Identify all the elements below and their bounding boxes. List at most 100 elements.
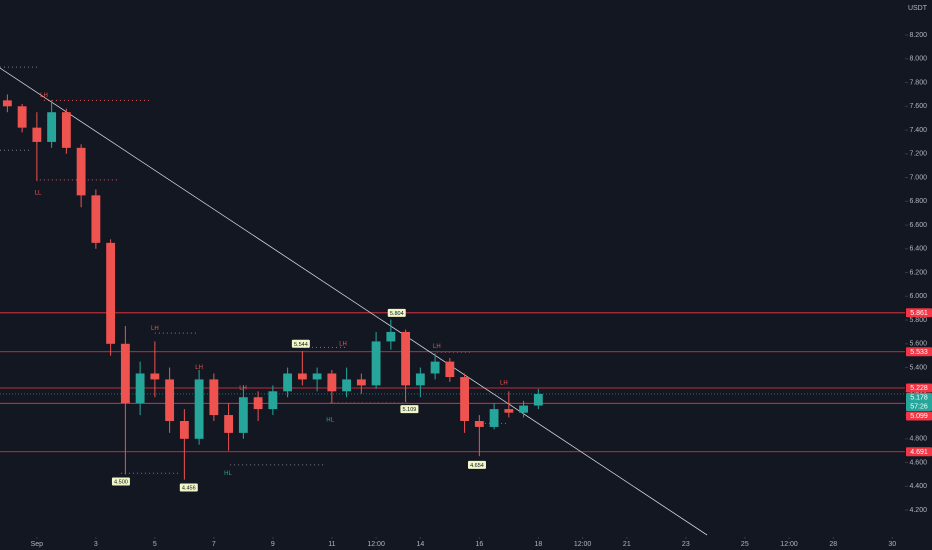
price-tag-box — [400, 405, 419, 414]
candle-body — [179, 420, 189, 439]
swing-label: LL — [35, 191, 42, 197]
axis-price-box — [906, 447, 932, 457]
candle-body — [415, 373, 425, 386]
y-tick-label: 6.000 — [909, 293, 927, 300]
y-tick-label: 7.200 — [909, 151, 927, 158]
y-tick-label: 6.600 — [909, 222, 927, 229]
candle-body — [371, 341, 381, 386]
candle-body — [474, 420, 484, 427]
swing-label: HL — [326, 417, 334, 423]
swing-label: LH — [500, 381, 508, 387]
y-tick-label: 7.400 — [909, 127, 927, 134]
swing-label: LH — [151, 326, 159, 332]
candle-body — [445, 361, 455, 378]
candle-body — [32, 127, 42, 142]
swing-label: HL — [224, 471, 232, 477]
candle-body — [194, 379, 204, 439]
candle-body — [224, 415, 234, 433]
candle-body — [209, 379, 219, 416]
y-tick-label: 8.200 — [909, 32, 927, 39]
x-tick-label: 21 — [623, 541, 631, 548]
candle-body — [460, 377, 470, 421]
x-tick-label: 28 — [829, 541, 837, 548]
axis-price-label: 4.691 — [910, 449, 928, 456]
candle-body — [489, 409, 499, 427]
candle-body — [430, 361, 440, 374]
x-tick-label: Sep — [31, 541, 44, 548]
candle-body — [356, 379, 366, 386]
x-tick-label: 5 — [153, 541, 157, 548]
y-tick-label: 6.400 — [909, 246, 927, 253]
x-tick-label: 12:00 — [367, 541, 385, 548]
candle-body — [150, 373, 160, 380]
candle-body — [312, 373, 322, 380]
price-tag-text: 5.544 — [294, 342, 308, 348]
x-tick-label: 16 — [475, 541, 483, 548]
price-tag-text: 4.456 — [182, 485, 196, 491]
x-tick-label: 18 — [534, 541, 542, 548]
swing-label: LH — [339, 341, 347, 347]
price-tag-text: 5.804 — [390, 311, 404, 317]
swing-label: LH — [239, 385, 247, 391]
price-tag-box — [291, 339, 310, 348]
x-tick-label: 25 — [741, 541, 749, 548]
candle-body — [2, 100, 12, 107]
axis-price-label: 5.861 — [910, 310, 928, 317]
candle-body — [533, 393, 543, 406]
axis-price-label: 5.533 — [910, 349, 928, 356]
candle-body — [135, 373, 145, 404]
axis-price-box — [906, 347, 932, 357]
x-tick-label: 23 — [682, 541, 690, 548]
x-tick-label: 14 — [416, 541, 424, 548]
axis-price-box — [906, 392, 932, 411]
candle-body — [165, 379, 175, 421]
x-tick-label: 3 — [94, 541, 98, 548]
currency-label: USDT — [908, 5, 928, 12]
y-tick-label: 5.800 — [909, 317, 927, 324]
price-tag-box — [467, 460, 486, 469]
axis-price-label: 5.228 — [910, 385, 928, 392]
candle-body — [342, 379, 352, 392]
y-tick-label: 6.800 — [909, 198, 927, 205]
candle-body — [17, 106, 27, 128]
axis-price-box — [906, 383, 932, 393]
axis-price-box — [906, 411, 932, 421]
price-tag-box — [387, 308, 406, 317]
candle-body — [238, 397, 248, 433]
y-tick-label: 6.200 — [909, 269, 927, 276]
candle-body — [61, 112, 71, 148]
price-tag-text: 5.109 — [403, 407, 417, 413]
candle-body — [401, 331, 411, 386]
y-tick-label: 4.400 — [909, 483, 927, 490]
y-tick-label: 8.000 — [909, 56, 927, 63]
candle-body — [283, 373, 293, 392]
x-tick-label: 11 — [328, 541, 335, 548]
y-tick-label: 7.600 — [909, 103, 927, 110]
y-tick-label: 5.600 — [909, 341, 927, 348]
candle-body — [504, 409, 514, 413]
y-tick-label: 4.600 — [909, 459, 927, 466]
candle-body — [268, 391, 278, 410]
y-tick-label: 7.000 — [909, 174, 927, 181]
candle-body — [76, 147, 86, 196]
y-tick-label: 5.400 — [909, 364, 927, 371]
x-tick-label: 9 — [271, 541, 275, 548]
x-tick-label: 12:00 — [574, 541, 592, 548]
swing-label: LH — [433, 344, 441, 350]
axis-price-label: 5.178 — [910, 395, 928, 402]
price-tag-box — [111, 477, 130, 486]
y-tick-label: 4.800 — [909, 436, 927, 443]
candle-body — [386, 331, 396, 342]
candle-body — [327, 373, 337, 392]
price-tag-box — [179, 483, 198, 492]
candle-body — [519, 405, 529, 413]
axis-price-label: 5.099 — [910, 413, 928, 420]
x-tick-label: 12:00 — [780, 541, 798, 548]
countdown: 57:26 — [910, 403, 928, 410]
axis-price-box — [906, 308, 932, 318]
x-tick-label: 7 — [212, 541, 216, 548]
candle-body — [253, 397, 263, 410]
y-tick-label: 7.800 — [909, 79, 927, 86]
